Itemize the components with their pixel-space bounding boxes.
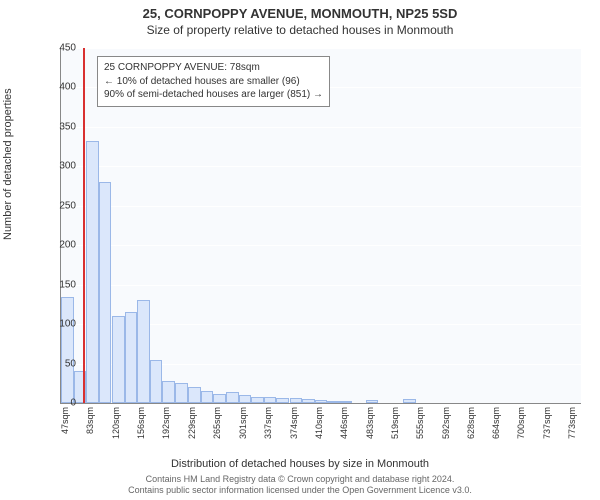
xtick-label: 664sqm <box>491 407 501 439</box>
ytick-label: 300 <box>48 161 76 172</box>
page-subtitle: Size of property relative to detached ho… <box>0 21 600 37</box>
annotation-line-1: 25 CORNPOPPY AVENUE: 78sqm <box>104 61 323 75</box>
xtick-label: 446sqm <box>339 407 349 439</box>
plot-area: 25 CORNPOPPY AVENUE: 78sqm ← 10% of deta… <box>60 48 581 404</box>
annotation-line-2: ← 10% of detached houses are smaller (96… <box>104 75 323 89</box>
histogram-bar <box>327 401 340 403</box>
ytick-label: 400 <box>48 82 76 93</box>
x-axis-label: Distribution of detached houses by size … <box>0 458 600 470</box>
ytick-label: 250 <box>48 200 76 211</box>
histogram-bar <box>125 312 138 403</box>
ytick-label: 350 <box>48 121 76 132</box>
histogram-bar <box>162 381 175 403</box>
xtick-label: 700sqm <box>516 407 526 439</box>
xtick-label: 47sqm <box>60 407 70 434</box>
xtick-label: 555sqm <box>415 407 425 439</box>
gridline-h <box>61 127 581 128</box>
histogram-bar <box>86 141 99 403</box>
ytick-label: 450 <box>48 43 76 54</box>
xtick-label: 120sqm <box>111 407 121 439</box>
gridline-h <box>61 285 581 286</box>
histogram-bar <box>175 383 188 403</box>
y-axis-label: Number of detached properties <box>2 88 14 240</box>
histogram-bar <box>150 360 163 403</box>
histogram-bar <box>315 400 328 403</box>
ytick-label: 50 <box>48 358 76 369</box>
histogram-bar <box>403 399 416 403</box>
histogram-bar <box>61 297 74 404</box>
histogram-bar <box>251 397 264 403</box>
xtick-label: 483sqm <box>365 407 375 439</box>
histogram-bar <box>201 391 214 403</box>
histogram-bar <box>137 300 150 403</box>
xtick-label: 156sqm <box>136 407 146 439</box>
histogram-bar <box>112 316 125 403</box>
histogram-bar <box>366 400 379 403</box>
xtick-label: 773sqm <box>567 407 577 439</box>
gridline-h <box>61 48 581 49</box>
histogram-bar <box>290 398 303 403</box>
gridline-h <box>61 206 581 207</box>
xtick-label: 628sqm <box>466 407 476 439</box>
annotation-line-3: 90% of semi-detached houses are larger (… <box>104 88 323 102</box>
ytick-label: 100 <box>48 319 76 330</box>
gridline-h <box>61 166 581 167</box>
marker-line <box>83 48 85 403</box>
annotation-box: 25 CORNPOPPY AVENUE: 78sqm ← 10% of deta… <box>97 56 330 107</box>
xtick-label: 410sqm <box>314 407 324 439</box>
footer-line-1: Contains HM Land Registry data © Crown c… <box>0 474 600 485</box>
footer: Contains HM Land Registry data © Crown c… <box>0 474 600 496</box>
xtick-label: 83sqm <box>85 407 95 434</box>
xtick-label: 301sqm <box>238 407 248 439</box>
xtick-label: 592sqm <box>441 407 451 439</box>
histogram-bar <box>302 399 315 403</box>
histogram-bar <box>340 401 353 403</box>
histogram-bar <box>226 392 239 403</box>
histogram-bar <box>239 395 252 403</box>
xtick-label: 192sqm <box>161 407 171 439</box>
xtick-label: 229sqm <box>187 407 197 439</box>
footer-line-2: Contains public sector information licen… <box>0 485 600 496</box>
xtick-label: 337sqm <box>263 407 273 439</box>
histogram-bar <box>188 387 201 403</box>
ytick-label: 150 <box>48 279 76 290</box>
chart-container: 25, CORNPOPPY AVENUE, MONMOUTH, NP25 5SD… <box>0 0 600 500</box>
ytick-label: 200 <box>48 240 76 251</box>
xtick-label: 519sqm <box>390 407 400 439</box>
xtick-label: 737sqm <box>542 407 552 439</box>
gridline-h <box>61 245 581 246</box>
page-title: 25, CORNPOPPY AVENUE, MONMOUTH, NP25 5SD <box>0 0 600 21</box>
xtick-label: 374sqm <box>289 407 299 439</box>
histogram-bar <box>213 394 226 403</box>
xtick-label: 265sqm <box>212 407 222 439</box>
histogram-bar <box>99 182 112 403</box>
histogram-bar <box>276 398 289 403</box>
histogram-bar <box>264 397 277 403</box>
